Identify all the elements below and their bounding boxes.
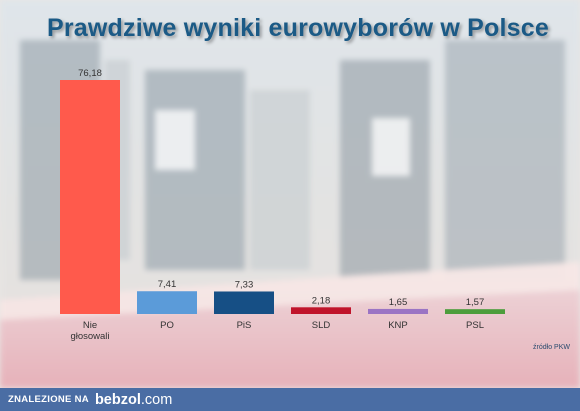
footer-bar: ZNALEZIONE NA bebzol.com: [0, 388, 580, 411]
footer-brand-tld: .com: [140, 391, 173, 408]
footer-brand-link[interactable]: bebzol.com: [95, 392, 172, 408]
value-label-knp: 1,65: [389, 297, 408, 308]
bar-pis: [214, 291, 274, 314]
bar-nie-głosowali: [60, 80, 120, 314]
bar-po: [137, 291, 197, 314]
chart-title: Prawdziwe wyniki eurowyborów w Polsce: [47, 14, 549, 42]
value-label-psl: 1,57: [466, 297, 485, 308]
bar-sld: [291, 307, 351, 314]
footer-label: ZNALEZIONE NA: [8, 394, 89, 405]
value-label-nie-głosowali: 76,18: [78, 68, 102, 79]
category-label-psl: PSL: [466, 320, 484, 331]
category-label-pis: PiS: [237, 320, 252, 331]
category-label-sld: SLD: [312, 320, 331, 331]
bar-psl: [445, 309, 505, 314]
bar-chart: 76,18 Nie głosowali 7,41 PO 7,33 PiS 2,18 SLD 1,6…: [60, 68, 505, 342]
value-label-sld: 2,18: [312, 295, 331, 306]
category-label-knp: KNP: [388, 320, 408, 331]
source-note: źródło PKW: [533, 344, 570, 351]
value-label-po: 7,41: [158, 279, 177, 290]
footer-brand-name: bebzol: [94, 391, 141, 408]
value-label-pis: 7,33: [235, 279, 254, 290]
category-label-po: PO: [160, 320, 174, 331]
bar-knp: [368, 308, 428, 314]
category-label-nie-głosowali: Nie głosowali: [70, 320, 109, 342]
